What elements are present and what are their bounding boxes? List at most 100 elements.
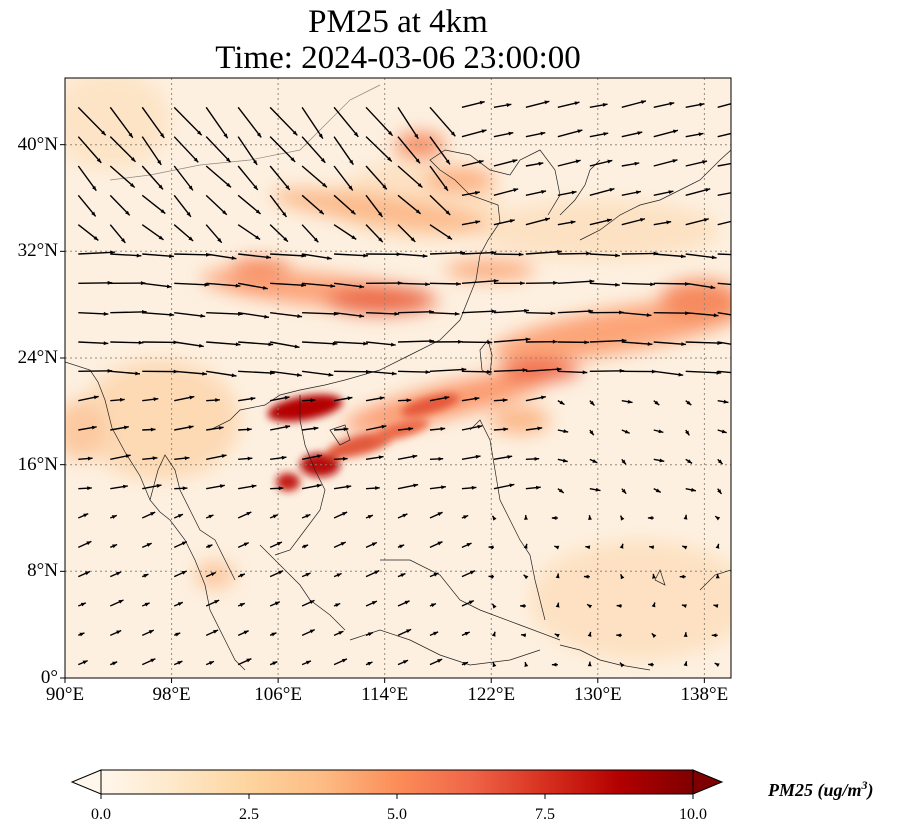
wind-arrow: [173, 165, 194, 191]
wind-arrow-head: [414, 133, 419, 139]
wind-arrow-head: [588, 309, 594, 314]
wind-arrow-head: [714, 663, 720, 667]
wind-arrow-head: [197, 130, 202, 136]
wind-arrow-head: [743, 344, 748, 348]
wind-arrow: [653, 341, 687, 346]
wind-arrow: [109, 106, 134, 139]
wind-arrow-head: [243, 542, 249, 547]
wind-arrow: [589, 282, 620, 286]
lon-tick-label: 130°E: [573, 684, 622, 705]
wind-arrow-head: [93, 236, 99, 241]
wind-arrow-head: [737, 100, 742, 104]
wind-arrow-head: [668, 190, 674, 195]
wind-arrow-head: [750, 253, 755, 257]
colorbar-tick-label: 5.0: [387, 806, 407, 823]
wind-arrow-head: [518, 252, 524, 257]
wind-arrow-head: [723, 399, 729, 404]
wind-arrow-head: [589, 430, 594, 436]
wind-arrow-head: [225, 157, 231, 163]
wind-arrow: [302, 282, 336, 288]
axis-ticks: [60, 144, 705, 683]
wind-arrow-head: [146, 543, 152, 547]
wind-arrow-head: [116, 630, 122, 635]
wind-arrow: [301, 194, 325, 215]
wind-arrow-head: [246, 658, 252, 663]
wind-arrow-head: [182, 486, 188, 491]
wind-arrow-head: [169, 254, 174, 259]
wind-arrow-head: [587, 604, 593, 609]
wind-arrow: [717, 162, 731, 167]
wind-arrow-head: [283, 236, 288, 242]
wind-arrow-head: [246, 512, 252, 516]
wind-arrow: [334, 341, 369, 345]
wind-arrow: [206, 341, 241, 346]
wind-arrow-head: [320, 158, 326, 163]
wind-arrow-head: [574, 101, 580, 106]
wind-arrow-head: [713, 604, 719, 608]
wind-arrow: [717, 132, 731, 138]
wind-arrow: [525, 368, 562, 373]
wind-arrow-head: [460, 250, 465, 255]
wind-arrow-head: [371, 601, 377, 605]
lon-tick-label: 114°E: [361, 684, 409, 705]
wind-arrow: [365, 165, 388, 190]
wind-arrow-head: [650, 282, 655, 287]
wind-arrow-head: [157, 159, 162, 165]
wind-arrow-head: [96, 158, 102, 163]
wind-arrow: [238, 341, 274, 346]
wind-arrow: [557, 370, 588, 374]
wind-arrow-head: [475, 454, 481, 459]
wind-arrow-head: [640, 218, 646, 222]
wind-arrow-head: [609, 188, 615, 192]
wind-arrow-head: [120, 238, 126, 243]
wind-arrow-head: [523, 543, 528, 549]
wind-arrow-head: [184, 456, 190, 461]
wind-arrow-head: [342, 456, 348, 461]
wind-arrow-head: [217, 237, 222, 243]
wind-arrow-head: [80, 602, 86, 607]
wind-arrow: [397, 310, 434, 314]
wind-arrow: [621, 282, 655, 286]
wind-arrow-head: [391, 371, 397, 376]
wind-arrow-head: [87, 456, 93, 461]
wind-arrow-head: [481, 129, 487, 134]
wind-arrow: [109, 165, 136, 189]
wind-arrow-head: [351, 235, 357, 240]
wind-arrow-head: [169, 312, 175, 317]
wind-arrow-head: [87, 486, 92, 491]
wind-arrow-head: [602, 103, 608, 107]
wind-arrow-head: [394, 311, 400, 316]
wind-arrow-head: [743, 315, 748, 319]
wind-arrow: [270, 282, 307, 287]
wind-arrow-head: [715, 573, 720, 579]
wind-arrow-head: [551, 662, 557, 667]
wind-arrow: [557, 280, 595, 285]
wind-arrow-head: [255, 209, 261, 214]
wind-arrow: [429, 368, 467, 373]
lat-tick-label: 24°N: [17, 347, 58, 368]
wind-arrow-head: [440, 426, 446, 431]
wind-arrow-head: [112, 661, 118, 666]
wind-arrow-head: [691, 487, 696, 492]
wind-arrow-head: [582, 370, 588, 375]
wind-arrow-head: [301, 283, 307, 288]
wind-arrow-head: [177, 514, 183, 518]
wind-arrow-head: [83, 513, 89, 518]
wind-arrow-head: [672, 129, 678, 134]
wind-arrow: [589, 339, 627, 343]
lon-tick-label: 90°E: [45, 684, 85, 705]
wind-arrow-head: [143, 574, 149, 578]
wind-arrow-head: [129, 183, 135, 188]
wind-arrow-head: [223, 133, 228, 139]
wind-arrow-head: [624, 429, 630, 434]
wind-arrow-head: [281, 455, 287, 460]
wind-arrow: [397, 165, 423, 189]
wind-arrow-head: [522, 368, 528, 373]
wind-arrow-head: [177, 661, 183, 665]
wind-arrow-head: [415, 209, 421, 214]
wind-arrow-head: [135, 371, 140, 376]
wind-arrow-head: [734, 131, 739, 135]
lat-tick-label: 8°N: [27, 560, 58, 582]
wind-arrow-head: [646, 313, 652, 317]
wind-arrow-head: [353, 132, 359, 137]
